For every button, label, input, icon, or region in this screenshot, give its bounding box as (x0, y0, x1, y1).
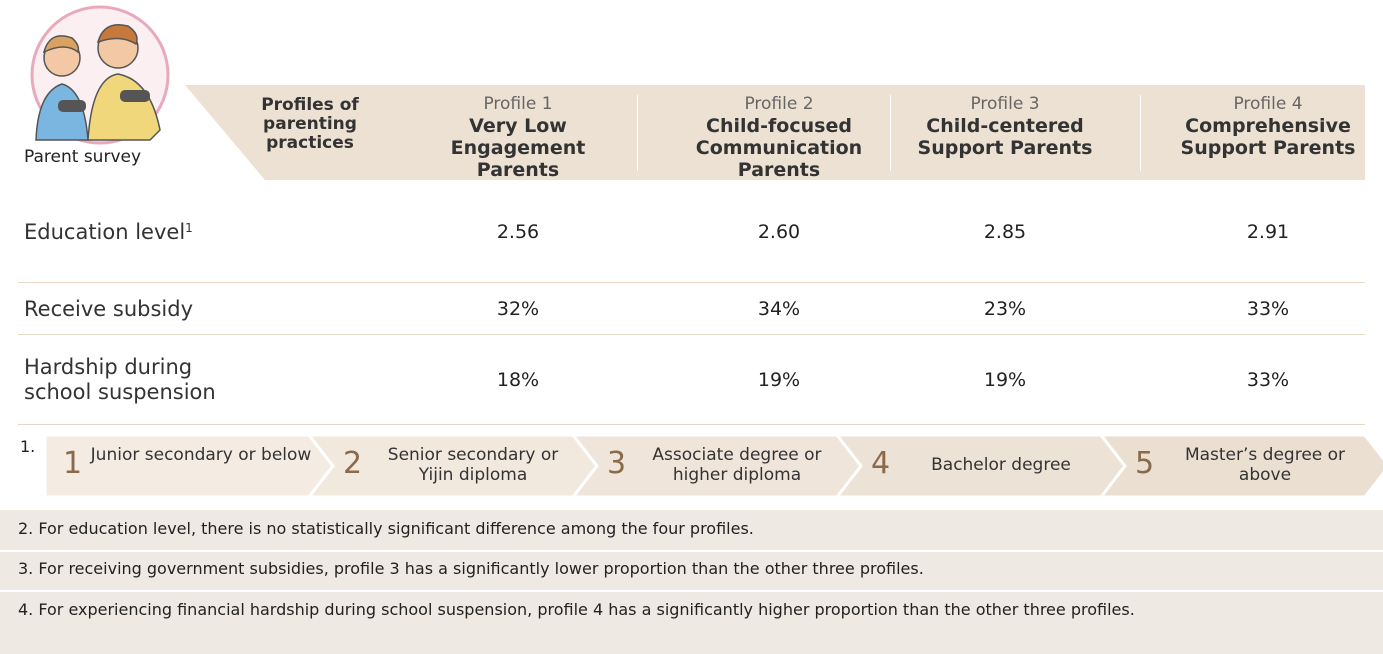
note-divider (0, 550, 1383, 552)
table-cell: 2.91 (1246, 221, 1290, 243)
table-cell: 23% (983, 298, 1027, 320)
scale-number: 5 (1135, 446, 1155, 481)
profile-name: Child-centered Support Parents (917, 115, 1093, 159)
note: 4. For experiencing financial hardship d… (18, 600, 1135, 619)
profile-header: Profile 3 Child-centered Support Parents (885, 94, 1125, 159)
note: 2. For education level, there is no stat… (18, 519, 754, 538)
scale-label: Bachelor degree (931, 455, 1071, 475)
scale-label: Senior secondary or Yijin diploma (387, 445, 559, 485)
illustration (35, 24, 161, 141)
scale-label: Associate degree or higher diploma (652, 445, 822, 485)
scale-marker: 1. (20, 437, 36, 456)
table-cell: 2.85 (983, 221, 1027, 243)
row-divider (18, 282, 1365, 283)
profile-number: Profile 2 (744, 94, 814, 114)
header-graphics (30, 5, 1365, 180)
row-label-text: Education level (24, 219, 186, 244)
profile-number: Profile 3 (970, 94, 1040, 114)
row-divider (18, 424, 1365, 425)
survey-label: Parent survey (24, 147, 142, 167)
row-label: Receive subsidy (24, 284, 254, 334)
table-cell: 18% (496, 369, 540, 391)
column-divider (637, 95, 638, 171)
scale-chevrons (43, 434, 1383, 498)
scale-label: Junior secondary or below (90, 445, 312, 465)
row-label-text: Hardship during school suspension (24, 355, 216, 404)
profile-header: Profile 1 Very Low Engagement Parents (398, 94, 638, 181)
profiles-label: Profiles of parenting practices (261, 95, 359, 153)
note: 3. For receiving government subsidies, p… (18, 559, 924, 578)
profile-header: Profile 4 Comprehensive Support Parents (1148, 94, 1383, 159)
scale-number: 1 (63, 446, 83, 481)
table-cell: 2.60 (757, 221, 801, 243)
column-divider (890, 95, 891, 171)
scale-step (1098, 434, 1383, 498)
scale-number: 2 (343, 446, 363, 481)
row-label: Education level 1 (24, 212, 254, 252)
profile-number: Profile 1 (483, 94, 553, 114)
table-cell: 33% (1246, 298, 1290, 320)
profile-name: Comprehensive Support Parents (1180, 115, 1356, 159)
table-cell: 2.56 (496, 221, 540, 243)
profile-number: Profile 4 (1233, 94, 1303, 114)
note-divider (0, 590, 1383, 592)
table-cell: 19% (983, 369, 1027, 391)
scale-number: 3 (607, 446, 627, 481)
scale-label: Master’s degree or above (1184, 445, 1346, 485)
row-divider (18, 334, 1365, 335)
note-ref: 1 (185, 221, 193, 235)
row-label-text: Receive subsidy (24, 296, 194, 321)
column-divider (1140, 95, 1141, 171)
row-label: Hardship during school suspension (24, 336, 254, 424)
table-cell: 33% (1246, 369, 1290, 391)
scale-number: 4 (871, 446, 891, 481)
notes-panel (0, 510, 1383, 654)
profile-header: Profile 2 Child-focused Communication Par… (659, 94, 899, 181)
profile-name: Very Low Engagement Parents (450, 115, 586, 181)
table-cell: 34% (757, 298, 801, 320)
table-cell: 32% (496, 298, 540, 320)
profile-name: Child-focused Communication Parents (695, 115, 863, 181)
header-band (185, 85, 1365, 180)
table-cell: 19% (757, 369, 801, 391)
